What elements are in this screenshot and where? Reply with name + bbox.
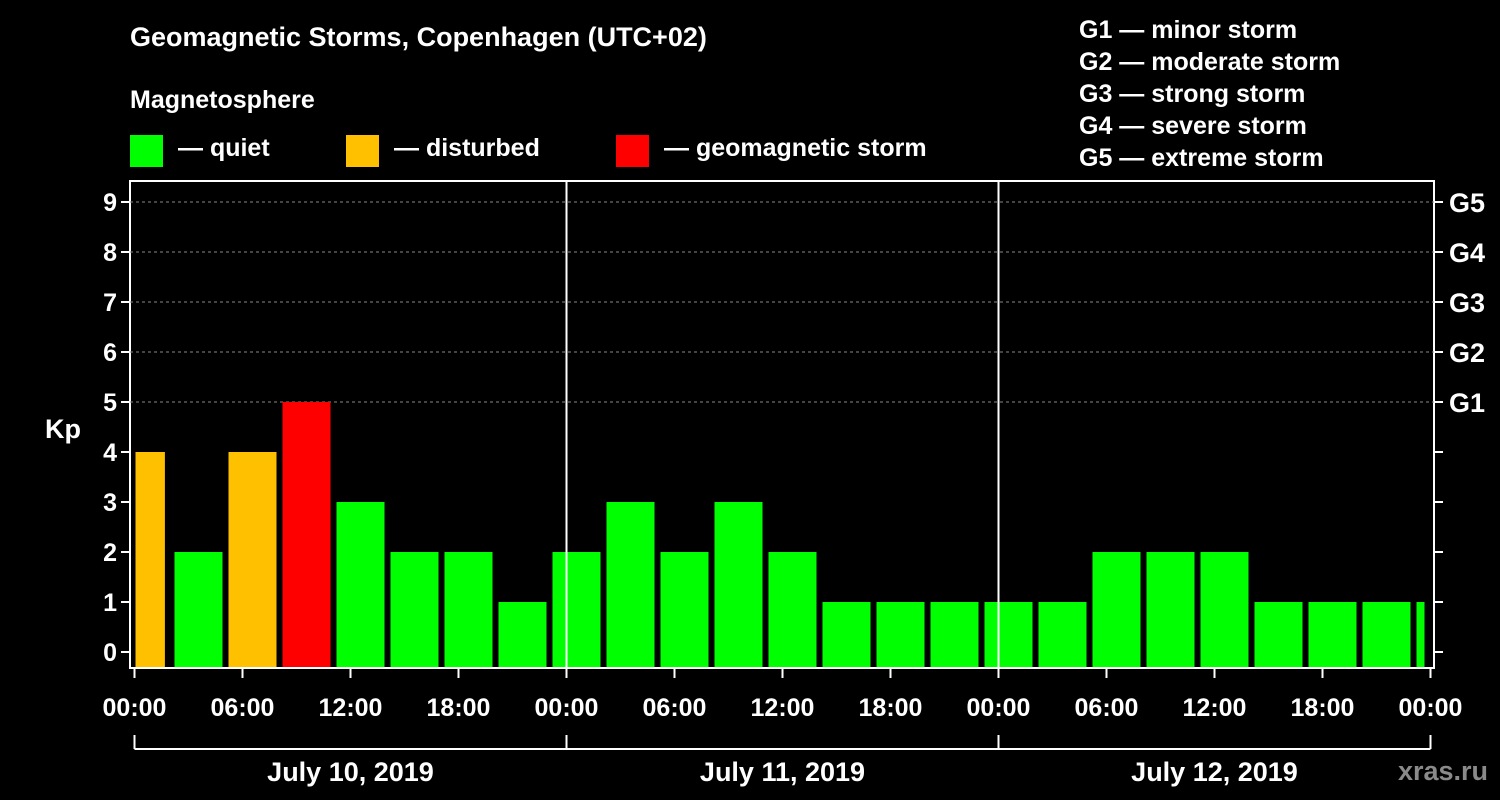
g-level-label-G1: G1 [1449, 388, 1485, 418]
legend-label-quiet: — quiet [178, 134, 270, 162]
kp-bar-15 [930, 602, 979, 667]
kp-bar-12 [768, 552, 817, 667]
x-tick-label-6: 12:00 [751, 694, 815, 722]
x-tick-label-1: 06:00 [211, 694, 275, 722]
y-tick-label-7: 7 [103, 289, 117, 317]
y-tick-label-5: 5 [103, 389, 117, 417]
kp-bar-10 [660, 552, 709, 667]
legend-label-disturbed: — disturbed [394, 134, 540, 162]
y-tick-label-0: 0 [103, 639, 117, 667]
x-tick-label-12: 00:00 [1399, 694, 1463, 722]
kp-bar-24 [1416, 602, 1425, 667]
kp-bar-3 [282, 402, 331, 667]
kp-bar-5 [390, 552, 439, 667]
g-level-label-G5: G5 [1449, 188, 1485, 218]
day-label-0: July 10, 2019 [267, 757, 434, 787]
x-tick-label-11: 18:00 [1291, 694, 1355, 722]
watermark: xras.ru [1397, 756, 1488, 786]
y-tick-label-9: 9 [103, 189, 117, 217]
y-tick-label-8: 8 [103, 239, 117, 267]
y-tick-label-6: 6 [103, 339, 117, 367]
kp-bar-8 [552, 552, 601, 667]
g-level-label-G4: G4 [1449, 238, 1485, 268]
kp-bar-7 [498, 602, 547, 667]
storm-scale-legend: G1 — minor storm G2 — moderate storm G3 … [1079, 14, 1340, 174]
kp-bar-17 [1038, 602, 1087, 667]
kp-bar-13 [822, 602, 871, 667]
kp-bar-20 [1200, 552, 1249, 667]
y-tick-label-3: 3 [103, 489, 117, 517]
kp-bar-0 [135, 452, 165, 667]
x-tick-label-0: 00:00 [103, 694, 167, 722]
storm-scale-g4: G4 — severe storm [1079, 112, 1307, 140]
kp-bar-19 [1146, 552, 1195, 667]
x-tick-label-10: 12:00 [1183, 694, 1247, 722]
y-axis-label: Kp [45, 414, 81, 444]
legend-swatch-disturbed [346, 135, 379, 167]
kp-bar-16 [984, 602, 1033, 667]
storm-scale-g5: G5 — extreme storm [1079, 144, 1324, 172]
kp-bar-1 [174, 552, 223, 667]
g-level-label-G2: G2 [1449, 338, 1485, 368]
day-label-1: July 11, 2019 [700, 757, 865, 787]
kp-bar-21 [1254, 602, 1303, 667]
storm-scale-g3: G3 — strong storm [1079, 80, 1306, 108]
y-tick-label-2: 2 [103, 539, 117, 567]
x-tick-label-9: 06:00 [1075, 694, 1139, 722]
x-tick-label-2: 12:00 [319, 694, 383, 722]
kp-bar-14 [876, 602, 925, 667]
chart-title: Geomagnetic Storms, Copenhagen (UTC+02) [130, 22, 707, 52]
x-tick-label-7: 18:00 [859, 694, 923, 722]
y-tick-label-4: 4 [103, 439, 117, 467]
magnetosphere-label: Magnetosphere [130, 86, 315, 114]
x-tick-label-5: 06:00 [643, 694, 707, 722]
kp-bar-22 [1308, 602, 1357, 667]
kp-bar-6 [444, 552, 493, 667]
kp-bar-9 [606, 502, 655, 667]
y-tick-label-1: 1 [103, 589, 117, 617]
g-level-label-G3: G3 [1449, 288, 1485, 318]
x-tick-label-3: 18:00 [427, 694, 491, 722]
kp-bar-4 [336, 502, 385, 667]
day-label-2: July 12, 2019 [1131, 757, 1298, 787]
legend-label-storm: — geomagnetic storm [664, 134, 927, 162]
storm-scale-g1: G1 — minor storm [1079, 16, 1298, 44]
kp-bar-18 [1092, 552, 1141, 667]
kp-bar-2 [228, 452, 277, 667]
legend-swatch-quiet [130, 135, 163, 167]
legend-swatch-storm [616, 135, 649, 167]
kp-bar-11 [714, 502, 763, 667]
kp-bar-23 [1362, 602, 1411, 667]
x-tick-label-4: 00:00 [535, 694, 599, 722]
storm-scale-g2: G2 — moderate storm [1079, 48, 1341, 76]
x-tick-label-8: 00:00 [967, 694, 1031, 722]
